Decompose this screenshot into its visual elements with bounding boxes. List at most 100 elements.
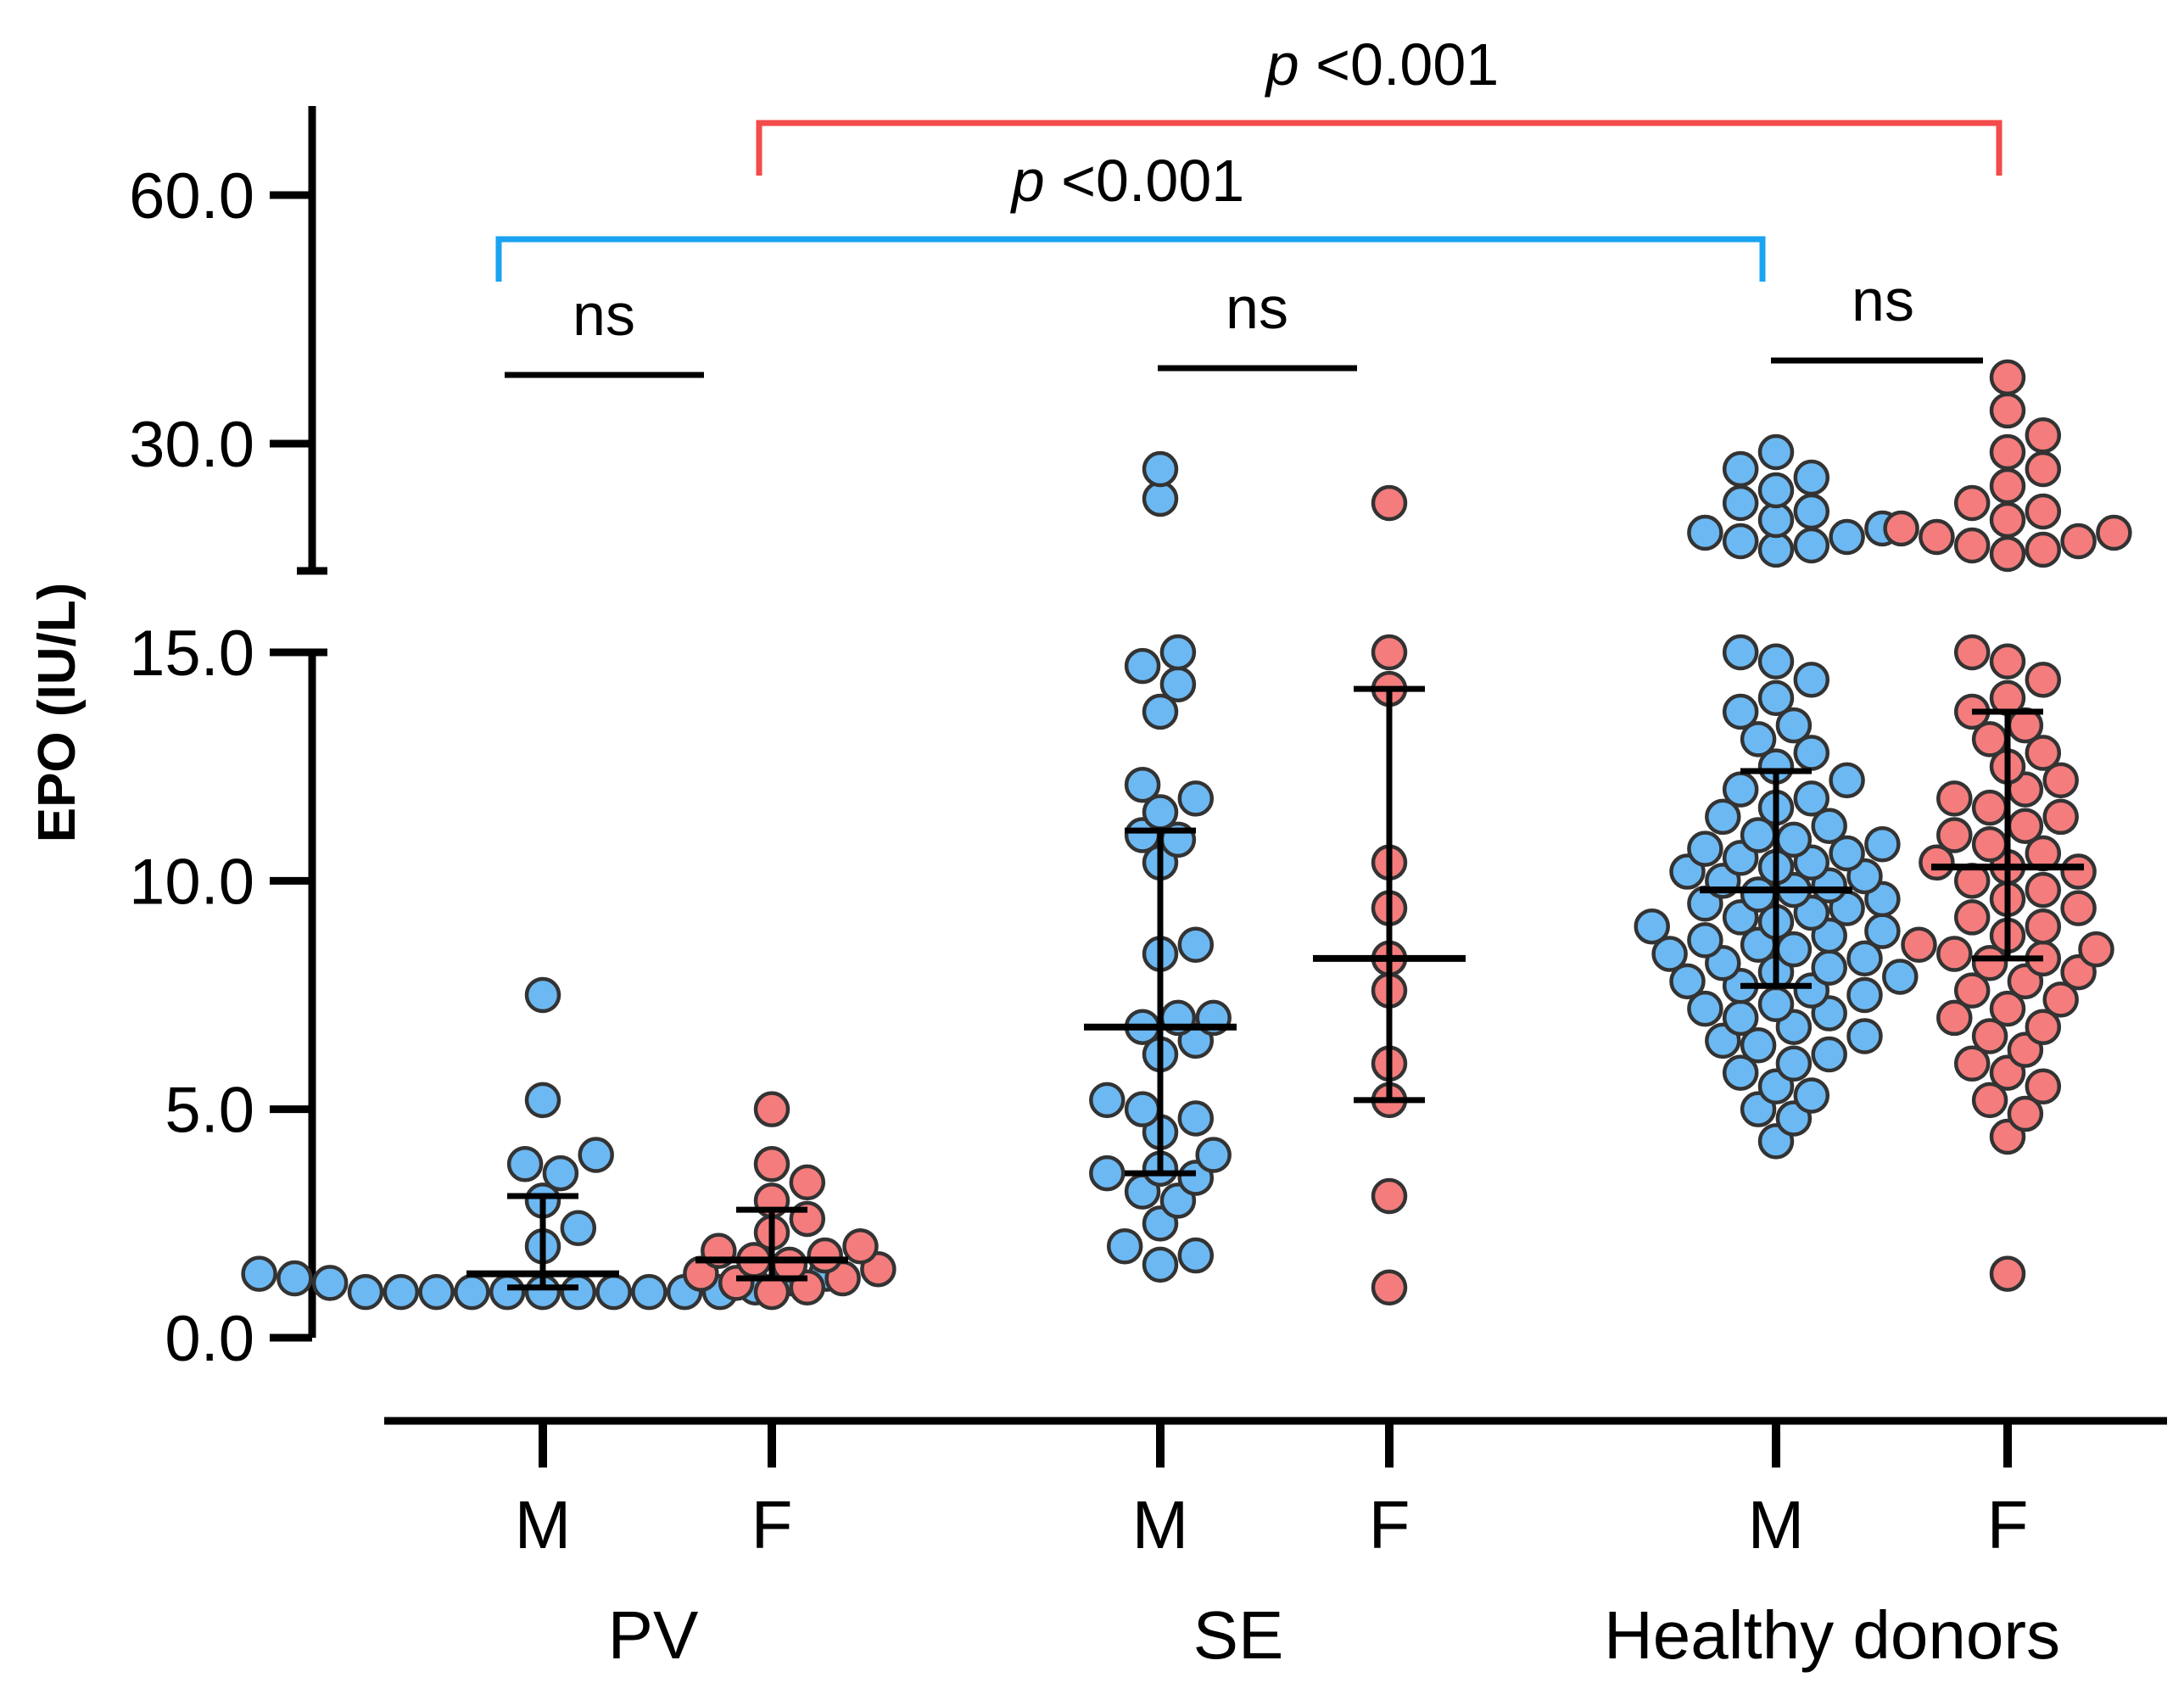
data-point [1971, 945, 2008, 981]
data-point [1989, 359, 2026, 396]
y-tick-label: 0.0 [165, 1303, 254, 1375]
data-point [1989, 467, 2026, 505]
data-point [1989, 990, 2026, 1027]
data-point [2060, 890, 2097, 926]
data-point [383, 1273, 420, 1311]
data-point [789, 1164, 826, 1201]
data-point [1971, 789, 2008, 826]
data-point [2042, 762, 2079, 799]
data-point [1195, 1137, 1232, 1173]
data-point [1971, 1018, 2008, 1054]
y-ticks: 0.0 5.0 10.0 15.0 30.0 60.0 [129, 160, 312, 1375]
data-point [1936, 780, 1973, 817]
data-point [1142, 693, 1179, 730]
data-point [1811, 808, 1847, 844]
group-label: Healthy donors [1604, 1597, 2060, 1673]
data-point [1722, 1054, 1759, 1091]
data-point [1634, 908, 1670, 945]
y-tick-label: 30.0 [129, 409, 254, 481]
data-point [542, 1154, 579, 1192]
data-point [1757, 501, 1795, 539]
data-point [1953, 1045, 1991, 1082]
data-point [1687, 514, 1723, 551]
data-point [2078, 931, 2114, 968]
data-point [2060, 523, 2097, 560]
data-point [2007, 808, 2044, 844]
y-axis-label: EPO (IU/L) [28, 583, 87, 843]
data-point [1371, 1269, 1408, 1305]
data-point [1846, 940, 1883, 977]
data-point [1793, 780, 1830, 817]
red-bracket [756, 120, 2002, 176]
data-point [241, 1255, 277, 1292]
data-point [1883, 510, 1919, 547]
data-point [1775, 707, 1813, 744]
y-tick-label: 15.0 [129, 618, 254, 690]
data-point [2025, 662, 2062, 698]
data-point [1687, 990, 1723, 1027]
y-tick-label: 60.0 [129, 160, 254, 232]
data-point [1177, 780, 1215, 817]
data-point [311, 1265, 349, 1301]
data-point [1142, 1246, 1179, 1283]
data-point [2025, 493, 2062, 530]
data-point [489, 1273, 526, 1311]
median-iqr-bars [466, 685, 2084, 1291]
data-point [842, 1228, 879, 1265]
data-point [631, 1273, 667, 1311]
data-point [595, 1273, 632, 1311]
data-point [1371, 484, 1408, 522]
data-point [1722, 999, 1759, 1037]
data-point [1722, 634, 1759, 671]
blue-bracket-label: p <0.001 [1010, 148, 1244, 214]
data-point [1829, 835, 1865, 872]
data-point [560, 1210, 597, 1246]
data-point [1142, 480, 1179, 517]
data-point [1159, 666, 1197, 702]
data-point [1811, 1036, 1847, 1073]
data-point [1793, 1077, 1830, 1114]
data-point [1775, 1045, 1813, 1082]
data-point [524, 1082, 561, 1119]
data-point [2025, 531, 2062, 568]
x-axis [384, 1417, 2167, 1468]
data-point [2025, 735, 2062, 771]
data-point [1811, 949, 1847, 986]
data-point [1989, 501, 2026, 539]
sex-label: F [1369, 1487, 1410, 1563]
data-point [1757, 643, 1795, 680]
sex-label: M [1748, 1487, 1805, 1563]
data-points [241, 359, 2132, 1311]
data-point [1919, 844, 1955, 881]
data-point [1953, 972, 1991, 1009]
data-point [1722, 693, 1759, 730]
data-point [1722, 484, 1759, 522]
data-point [1989, 433, 2026, 471]
data-point [1936, 999, 1973, 1037]
data-point [1775, 821, 1813, 858]
data-point [1669, 963, 1706, 1000]
data-point [1757, 433, 1795, 471]
data-point [1371, 1177, 1408, 1215]
data-point [2025, 1068, 2062, 1104]
data-point [1829, 762, 1865, 799]
data-point [1989, 535, 2026, 573]
data-point [578, 1137, 614, 1173]
data-point [1106, 1228, 1143, 1265]
data-point [1177, 1237, 1215, 1274]
data-point [1371, 634, 1408, 671]
red-bracket-label: p <0.001 [1265, 31, 1499, 98]
data-point [1793, 493, 1830, 530]
data-point [1757, 531, 1795, 568]
data-point [1142, 450, 1179, 488]
data-point [1829, 518, 1865, 556]
data-point [2025, 417, 2062, 454]
data-point [1793, 527, 1830, 564]
data-point [1864, 825, 1901, 863]
data-point [1846, 976, 1883, 1014]
data-point [1089, 1082, 1126, 1119]
data-point [1864, 913, 1901, 949]
data-point [1757, 986, 1795, 1023]
